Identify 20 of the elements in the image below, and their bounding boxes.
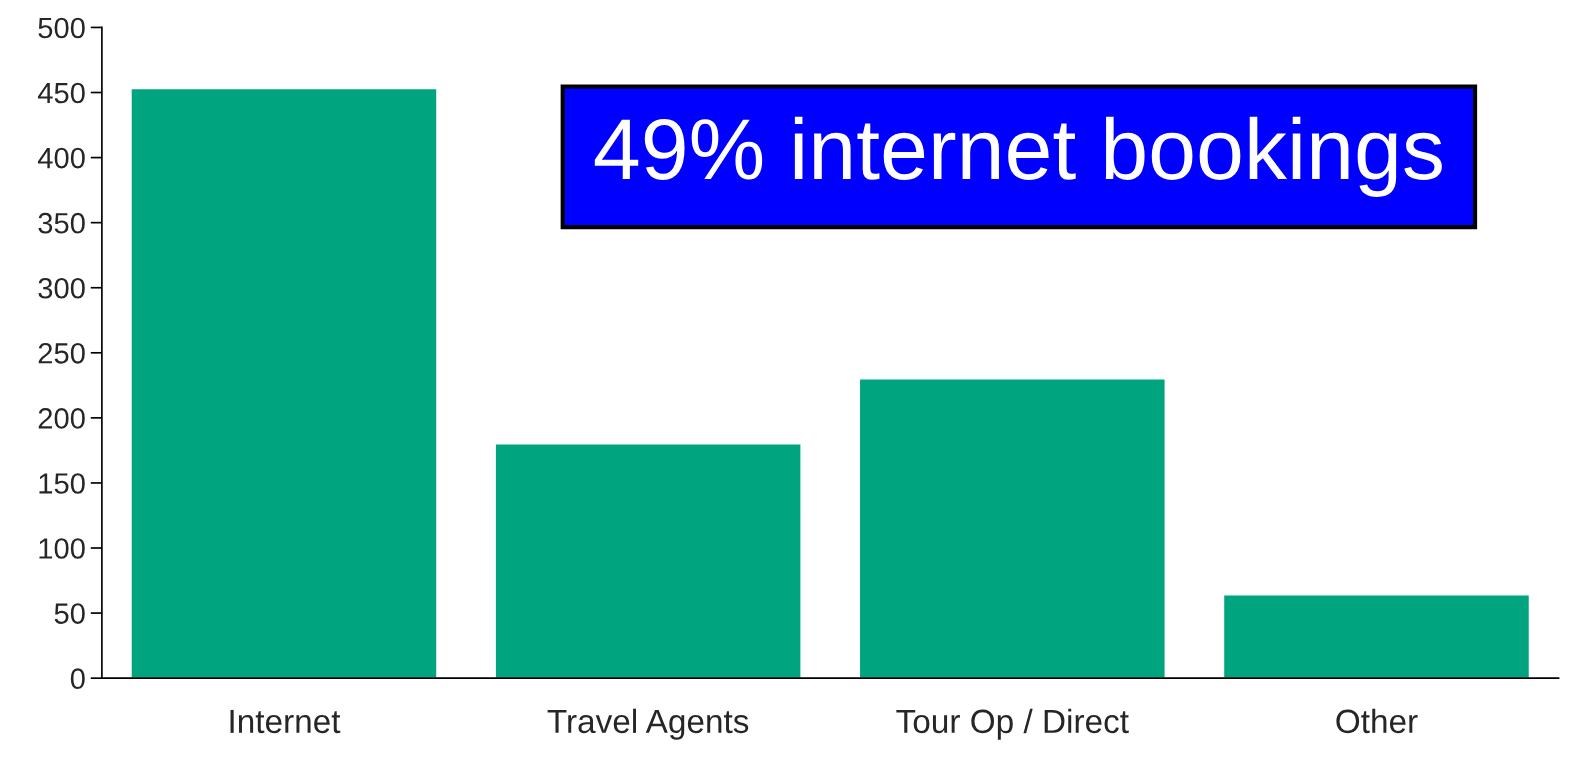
x-tick-label: Travel Agents xyxy=(547,708,749,740)
bar xyxy=(1222,594,1531,679)
y-tick-label: 100 xyxy=(39,538,85,559)
y-tick-label: 0 xyxy=(70,668,85,690)
y-tick-label: 250 xyxy=(38,343,85,364)
bar xyxy=(130,87,438,679)
x-tick-label: Tour Op / Direct xyxy=(896,708,1129,740)
y-tick-label: 450 xyxy=(37,82,85,104)
bar xyxy=(858,378,1166,679)
annotation: 49% internet bookings xyxy=(594,116,1442,197)
y-tick-label: 350 xyxy=(38,212,85,234)
y-tick-label: 200 xyxy=(38,408,85,429)
y-tick-label: 300 xyxy=(38,277,85,299)
y-tick-label: 150 xyxy=(39,473,85,494)
y-tick-label: 500 xyxy=(38,17,85,39)
y-tick-label: 400 xyxy=(37,147,85,169)
y-tick-label: 50 xyxy=(54,603,85,624)
x-tick-label: Other xyxy=(1336,708,1418,734)
bar xyxy=(494,443,802,679)
x-tick-label: Internet xyxy=(230,709,341,734)
